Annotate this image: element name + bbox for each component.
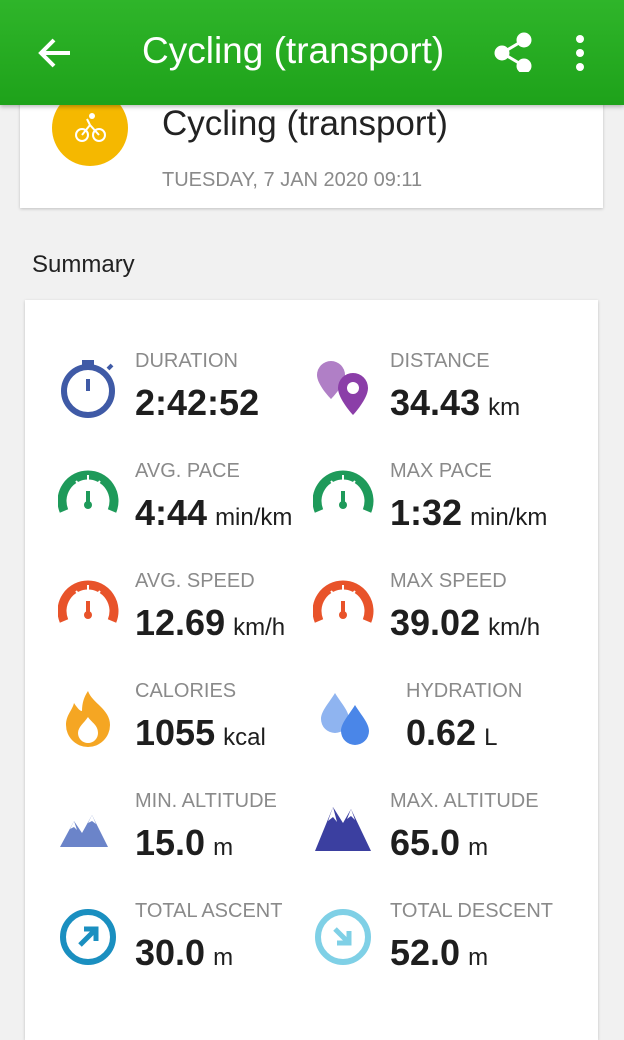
stat-icon (58, 470, 119, 513)
stat-unit: km/h (233, 614, 286, 641)
stat-value: 34.43 km (390, 382, 520, 424)
app-bar: Cycling (transport) (0, 0, 624, 105)
stat-icon (315, 807, 371, 851)
stat-icon (66, 691, 110, 747)
stat-unit: m (213, 834, 234, 861)
stat-label: AVG. PACE (135, 460, 240, 482)
stat-icon (60, 909, 116, 965)
stat-number: 1:32 (390, 492, 463, 533)
stat-value: 1055 kcal (135, 712, 266, 754)
stat-unit: min/km (215, 504, 293, 531)
stat-icon (315, 909, 371, 965)
stat-label: TOTAL ASCENT (135, 900, 283, 922)
stat-icon (321, 693, 369, 745)
share-button[interactable] (494, 32, 534, 72)
stat-number: 52.0 (390, 932, 461, 973)
stat-unit: m (213, 944, 234, 971)
stat-icon (60, 815, 108, 847)
stat-value: 2:42:52 (135, 382, 259, 424)
activity-title: Cycling (transport) (162, 104, 448, 143)
stat-number: 39.02 (390, 602, 481, 643)
stat-icon (58, 580, 119, 623)
stat-number: 1055 (135, 712, 216, 753)
stat-value: 4:44 min/km (135, 492, 292, 534)
summary-panel (25, 300, 598, 1040)
stat-label: AVG. SPEED (135, 570, 255, 592)
stat-label: CALORIES (135, 680, 237, 702)
stat-number: 2:42:52 (135, 382, 260, 423)
stat-label: TOTAL DESCENT (390, 900, 553, 922)
stat-value: 0.62 L (406, 712, 497, 754)
stat-label: HYDRATION (406, 680, 523, 702)
stat-unit: km (488, 394, 521, 421)
stat-value: 30.0 m (135, 932, 233, 974)
stat-value: 39.02 km/h (390, 602, 540, 644)
stat-number: 15.0 (135, 822, 206, 863)
stat-icon (61, 360, 115, 418)
stat-icon (313, 470, 374, 513)
app-bar-title: Cycling (transport) (142, 30, 445, 71)
stat-number: 30.0 (135, 932, 206, 973)
stat-value: 52.0 m (390, 932, 488, 974)
stat-label: DISTANCE (390, 350, 490, 372)
stat-unit: m (468, 944, 489, 971)
activity-date: TUESDAY, 7 JAN 2020 09:11 (162, 169, 423, 191)
stat-label: MAX. ALTITUDE (390, 790, 539, 812)
stat-label: MIN. ALTITUDE (135, 790, 277, 812)
stat-value: 1:32 min/km (390, 492, 547, 534)
stat-number: 4:44 (135, 492, 208, 533)
stat-icon (317, 361, 368, 415)
section-heading: Summary (32, 251, 135, 278)
stat-unit: L (484, 724, 498, 751)
stat-number: 12.69 (135, 602, 226, 643)
stat-unit: kcal (223, 724, 266, 751)
stat-unit: m (468, 834, 489, 861)
stat-number: 65.0 (390, 822, 461, 863)
stat-icon (313, 580, 374, 623)
stat-value: 15.0 m (135, 822, 233, 864)
stat-unit: km/h (488, 614, 541, 641)
stat-value: 65.0 m (390, 822, 488, 864)
stat-label: DURATION (135, 350, 238, 372)
stat-label: MAX PACE (390, 460, 492, 482)
stat-number: 34.43 (390, 382, 481, 423)
activity-icon (52, 90, 128, 166)
menu-button[interactable] (570, 34, 590, 72)
stat-label: MAX SPEED (390, 570, 507, 592)
stat-number: 0.62 (406, 712, 477, 753)
stat-value: 12.69 km/h (135, 602, 285, 644)
stat-unit: min/km (470, 504, 548, 531)
back-button[interactable] (36, 34, 74, 72)
